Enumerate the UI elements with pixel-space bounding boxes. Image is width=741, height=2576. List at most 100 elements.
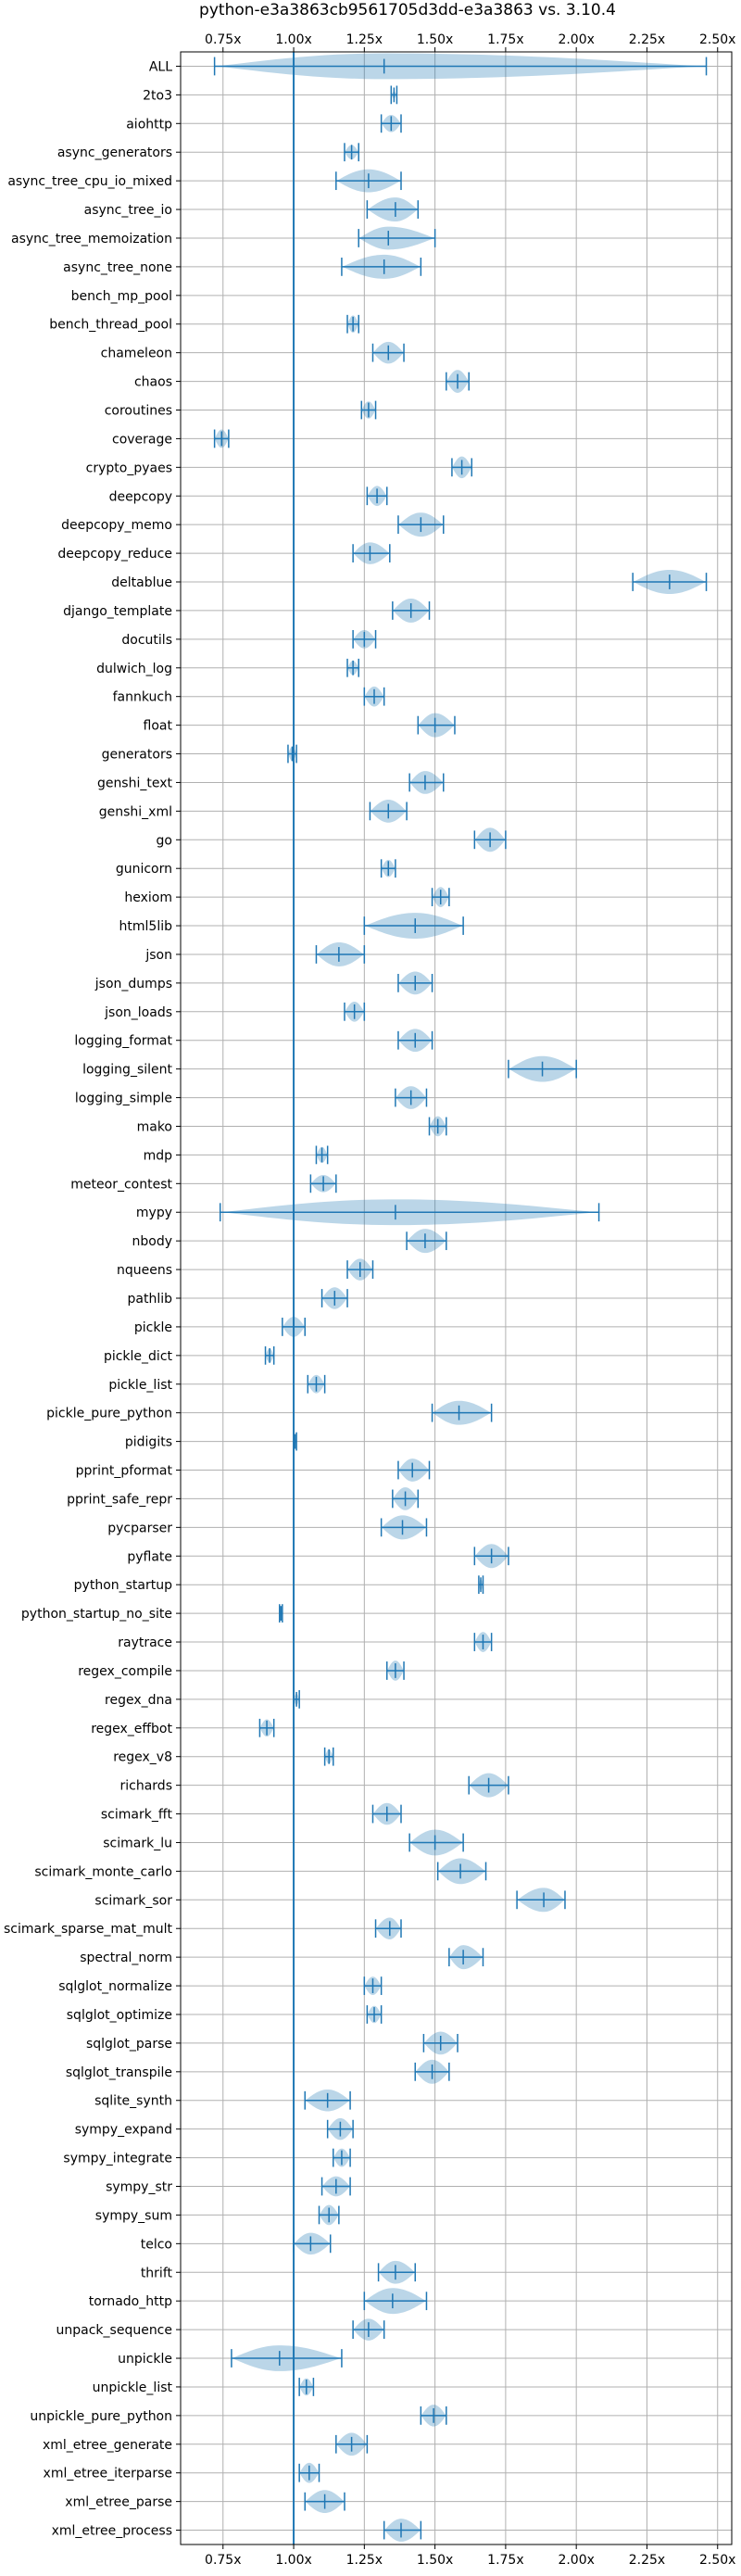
benchmark-label: xml_etree_iterparse [44, 2467, 172, 2481]
benchmark-label: bench_mp_pool [71, 289, 172, 304]
benchmark-label: python_startup_no_site [21, 1607, 172, 1622]
benchmark-label: sqlglot_optimize [67, 2008, 172, 2023]
benchmark-label: deepcopy [109, 489, 172, 504]
benchmark-label: xml_etree_generate [43, 2438, 172, 2453]
benchmark-label: sympy_integrate [63, 2152, 172, 2166]
benchmark-label: sqlite_synth [94, 2094, 172, 2109]
x-tick-label-top: 2.00x [558, 32, 594, 47]
chart-title: python-e3a3863cb9561705d3dd-e3a3863 vs. … [199, 1, 616, 19]
x-tick-label-bottom: 2.00x [558, 2553, 594, 2568]
benchmark-label: json_dumps [94, 977, 172, 991]
benchmark-label: spectral_norm [80, 1951, 172, 1965]
benchmark-label: mako [137, 1119, 172, 1134]
benchmark-label: thrift [141, 2266, 173, 2280]
benchmark-label: python_startup [74, 1578, 172, 1593]
benchmark-label: regex_effbot [91, 1722, 172, 1736]
benchmark-label: gunicorn [116, 862, 172, 877]
benchmark-label: pycparser [107, 1521, 172, 1535]
x-tick-label-top: 1.00x [275, 32, 311, 47]
benchmark-label: sympy_str [106, 2180, 172, 2195]
benchmark-label: scimark_lu [103, 1836, 172, 1850]
benchmark-label: scimark_sor [94, 1893, 172, 1908]
benchmark-label: chaos [134, 375, 172, 390]
benchmark-label: ALL [149, 59, 172, 74]
benchmark-label: regex_compile [78, 1664, 172, 1679]
benchmark-label: pickle_dict [104, 1349, 173, 1364]
benchmark-label: pprint_safe_repr [67, 1492, 172, 1507]
x-tick-label-bottom: 0.75x [205, 2553, 241, 2568]
benchmark-label: nqueens [117, 1263, 172, 1278]
benchmark-label: tornado_http [89, 2294, 172, 2309]
plot-frame [180, 51, 733, 2545]
benchmark-label: bench_thread_pool [49, 318, 172, 333]
benchmark-label: async_tree_memoization [11, 232, 172, 246]
benchmark-label: async_tree_io [84, 203, 172, 218]
benchmark-label: logging_format [74, 1034, 172, 1049]
benchmark-label: pathlib [128, 1292, 173, 1307]
benchmark-label: mypy [136, 1206, 172, 1220]
x-tick-label-top: 0.75x [205, 32, 241, 47]
benchmark-label: deltablue [111, 575, 172, 590]
benchmark-label: sqlglot_parse [86, 2037, 172, 2052]
benchmark-label: sympy_sum [95, 2208, 172, 2223]
benchmark-label: unpickle [118, 2352, 172, 2367]
benchmark-label: genshi_text [97, 776, 173, 790]
benchmark-label: async_generators [57, 145, 172, 160]
x-tick-label-top: 1.25x [346, 32, 383, 47]
benchmark-label: pickle_pure_python [46, 1407, 172, 1421]
benchmark-label: dulwich_log [96, 662, 172, 676]
benchmark-label: mdp [144, 1148, 173, 1163]
benchmark-label: async_tree_cpu_io_mixed [7, 174, 172, 189]
grid-layer [181, 52, 732, 2544]
benchmark-label: sympy_expand [75, 2123, 172, 2138]
benchmark-label: pprint_pformat [76, 1464, 173, 1479]
benchmark-label: nbody [132, 1234, 173, 1249]
benchmark-label: docutils [121, 633, 172, 648]
benchmark-label: crypto_pyaes [86, 461, 172, 475]
benchmark-label: xml_etree_parse [65, 2495, 172, 2510]
benchmark-label: aiohttp [126, 117, 172, 132]
benchmark-label: pidigits [125, 1435, 172, 1450]
benchmark-label: raytrace [118, 1635, 172, 1650]
benchmark-label: hexiom [124, 890, 172, 905]
benchmark-label: pyflate [127, 1549, 172, 1564]
benchmark-label: json_loads [104, 1005, 172, 1020]
benchmark-label: richards [120, 1779, 173, 1794]
x-tick-label-top: 2.25x [629, 32, 665, 47]
benchmark-label: chameleon [101, 347, 172, 361]
x-tick-label-bottom: 1.00x [275, 2553, 311, 2568]
benchmark-label: coroutines [105, 403, 172, 418]
benchmark-label: sqlglot_transpile [66, 2065, 172, 2080]
benchmark-label: fannkuch [113, 690, 172, 705]
benchmark-label: regex_dna [105, 1693, 172, 1708]
benchmark-label: deepcopy_memo [61, 518, 172, 533]
benchmark-label: html5lib [119, 919, 173, 934]
x-tick-label-bottom: 1.50x [417, 2553, 453, 2568]
benchmark-label: unpickle_pure_python [30, 2409, 172, 2424]
benchmark-label: scimark_monte_carlo [34, 1864, 172, 1879]
benchmark-label: coverage [112, 432, 172, 447]
benchmark-label: telco [141, 2237, 172, 2252]
violin-layer [213, 52, 708, 2544]
benchmark-label: sqlglot_normalize [58, 1979, 172, 1994]
x-tick-label-bottom: 1.25x [346, 2553, 383, 2568]
x-tick-label-top: 1.75x [487, 32, 523, 47]
benchmark-label: async_tree_none [63, 260, 172, 275]
benchmark-label: json [144, 948, 172, 963]
x-tick-label-bottom: 2.25x [629, 2553, 665, 2568]
benchmark-label: xml_etree_process [52, 2524, 172, 2539]
benchmark-label: genshi_xml [99, 804, 172, 819]
benchmark-label: generators [102, 748, 172, 763]
benchmark-label: logging_simple [75, 1092, 172, 1106]
benchmark-label: regex_v8 [113, 1750, 172, 1765]
axes-layer: 0.75x 0.75x 1.00x 1.00x 1.25x 1.25x 1.50x 1.50x… [4, 32, 735, 2568]
benchmark-label: unpickle_list [93, 2380, 173, 2395]
benchmark-label: deepcopy_reduce [57, 547, 172, 562]
x-tick-label-bottom: 2.50x [699, 2553, 735, 2568]
benchmark-label: go [157, 833, 172, 848]
benchmark-label: logging_silent [82, 1063, 172, 1078]
benchmark-label: meteor_contest [70, 1177, 172, 1192]
benchmark-label: pickle_list [108, 1378, 172, 1393]
benchmark-label: float [144, 719, 173, 734]
